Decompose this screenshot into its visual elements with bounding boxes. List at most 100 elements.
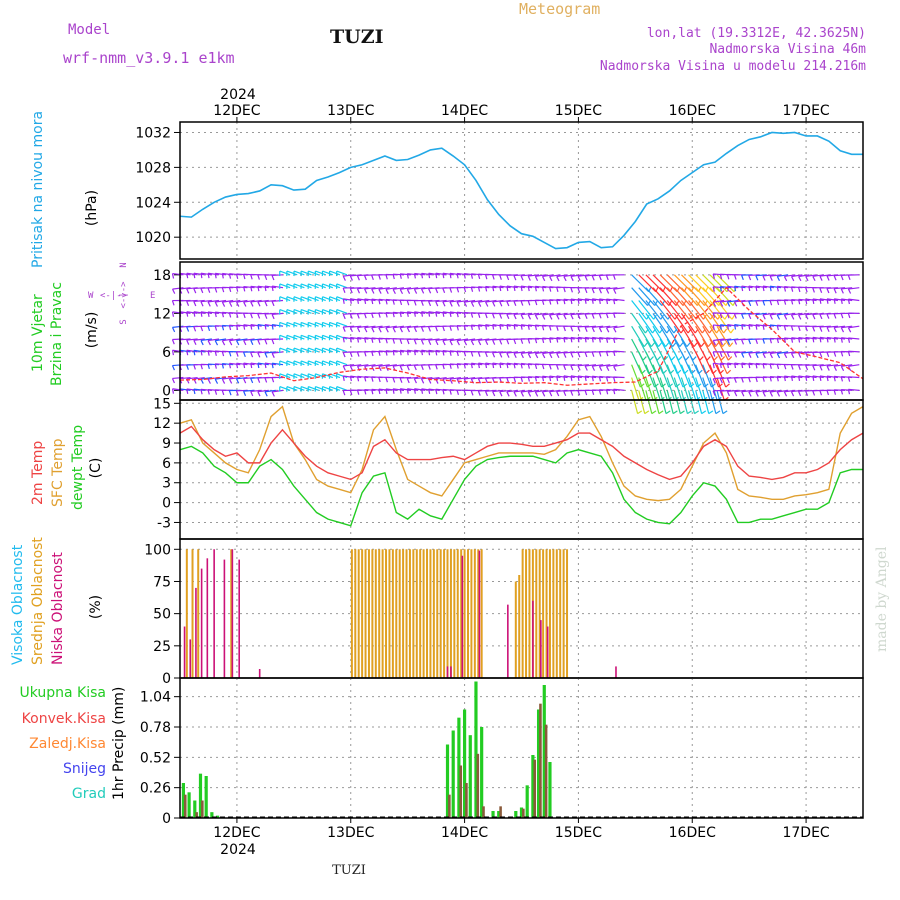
- elevation-text: Nadmorska Visina 46m: [709, 42, 866, 57]
- wind-barb-feather: [371, 337, 374, 343]
- precip-total-bar: [445, 744, 450, 818]
- wind-barb-feather: [577, 375, 580, 381]
- wind-barb-feather: [712, 312, 716, 318]
- precip-ytick-label: 0: [162, 811, 171, 827]
- wind-barb: [428, 299, 440, 302]
- wind-barb: [350, 298, 362, 302]
- wind-barb: [613, 364, 625, 367]
- wind-barb: [666, 364, 677, 388]
- wind-barb-feather: [613, 366, 617, 372]
- wind-barb: [673, 313, 689, 334]
- wind-barb: [478, 299, 490, 303]
- wind-barb-feather: [719, 340, 724, 346]
- wind-barb-feather: [385, 365, 389, 371]
- wind-barb: [570, 312, 582, 316]
- wind-barb: [645, 313, 661, 334]
- wind-barb-feather: [783, 376, 786, 382]
- wind-barb-feather: [193, 364, 196, 370]
- wind-barb: [727, 389, 739, 392]
- wind-barb: [407, 273, 419, 276]
- wind-barb-feather: [715, 410, 721, 415]
- wind-barb-feather: [442, 273, 445, 279]
- wind-barb-feather: [193, 273, 196, 279]
- wind-barb: [638, 300, 655, 320]
- wind-barb-feather: [556, 375, 559, 381]
- wind-barb: [229, 324, 241, 327]
- wind-barb-feather: [639, 383, 645, 388]
- precip-legend-item: Ukupna Kisa: [19, 685, 106, 701]
- wind-barb: [716, 377, 725, 401]
- wind-barb-feather: [612, 389, 616, 395]
- wind-barb: [193, 349, 205, 353]
- wind-barb-feather: [826, 337, 829, 343]
- wind-barb: [200, 299, 212, 303]
- wind-barb-feather: [613, 327, 617, 333]
- wind-barb-feather: [420, 311, 424, 317]
- wind-barb: [471, 324, 483, 327]
- wind-barb-feather: [726, 301, 731, 307]
- wind-barb: [606, 364, 618, 367]
- wind-barb: [193, 376, 205, 380]
- wind-barb: [315, 347, 326, 353]
- wind-barb: [236, 338, 248, 342]
- wind-barb-feather: [221, 378, 226, 384]
- wind-barb: [478, 362, 490, 366]
- bottom-day-label: 16DEC: [669, 825, 716, 841]
- wind-barb-feather: [679, 410, 685, 415]
- wind-barb-feather: [207, 350, 210, 356]
- wind-barb: [350, 364, 362, 367]
- top-day-label: 13DEC: [327, 103, 374, 119]
- wind-barb: [652, 390, 660, 414]
- wind-barb: [442, 311, 454, 314]
- wind-barb-feather: [670, 356, 676, 361]
- wind-barb-feather: [356, 313, 360, 319]
- pressure-line: [179, 131, 863, 250]
- wind-barb-feather: [221, 312, 225, 318]
- wind-barb-feather: [186, 300, 190, 307]
- wind-barb: [577, 274, 590, 277]
- wind-barb: [542, 389, 554, 393]
- wind-barb: [599, 389, 611, 391]
- wind-barb: [542, 351, 554, 355]
- wind-barb-feather: [805, 276, 809, 282]
- wind-barb: [293, 296, 305, 302]
- wind-barb: [243, 362, 255, 366]
- wind-barb-feather: [549, 391, 553, 397]
- wind-barb-feather: [520, 285, 523, 292]
- wind-barb-feather: [364, 288, 368, 294]
- wind-barb-feather: [264, 285, 267, 292]
- wind-barb-feather: [484, 286, 488, 292]
- wind-barb: [666, 287, 684, 306]
- wind-barb-feather: [720, 356, 726, 361]
- precip-ytick-label: 0.52: [140, 750, 171, 766]
- wind-barb: [777, 375, 789, 379]
- wind-barb: [464, 362, 476, 366]
- wind-barb: [848, 325, 860, 329]
- wind-barb: [755, 285, 767, 289]
- wind-barb-feather: [591, 351, 595, 357]
- wind-barb: [400, 388, 412, 391]
- wind-barb: [308, 347, 319, 353]
- pressure-ytick-label: 1032: [135, 125, 171, 141]
- wind-barb-feather: [186, 388, 189, 394]
- wind-barb: [300, 283, 312, 289]
- wind-barb: [428, 311, 440, 314]
- wind-barb-feather: [406, 365, 410, 371]
- wind-barb: [673, 325, 688, 347]
- wind-barb-feather: [712, 324, 715, 330]
- wind-speed-line: [179, 286, 864, 386]
- wind-barb: [748, 351, 760, 354]
- wind-barb-feather: [591, 275, 595, 281]
- wind-barb: [315, 334, 326, 340]
- wind-barb-feather: [250, 352, 254, 358]
- wind-barb: [645, 325, 659, 347]
- wind-barb: [286, 309, 298, 314]
- pressure-ytick-label: 1024: [135, 195, 171, 211]
- wind-barb-feather: [477, 273, 481, 280]
- wind-barb-feather: [214, 311, 217, 318]
- wind-barb: [350, 336, 362, 340]
- wind-barb: [222, 272, 234, 276]
- wind-barb: [485, 389, 497, 392]
- wind-barb: [777, 312, 789, 316]
